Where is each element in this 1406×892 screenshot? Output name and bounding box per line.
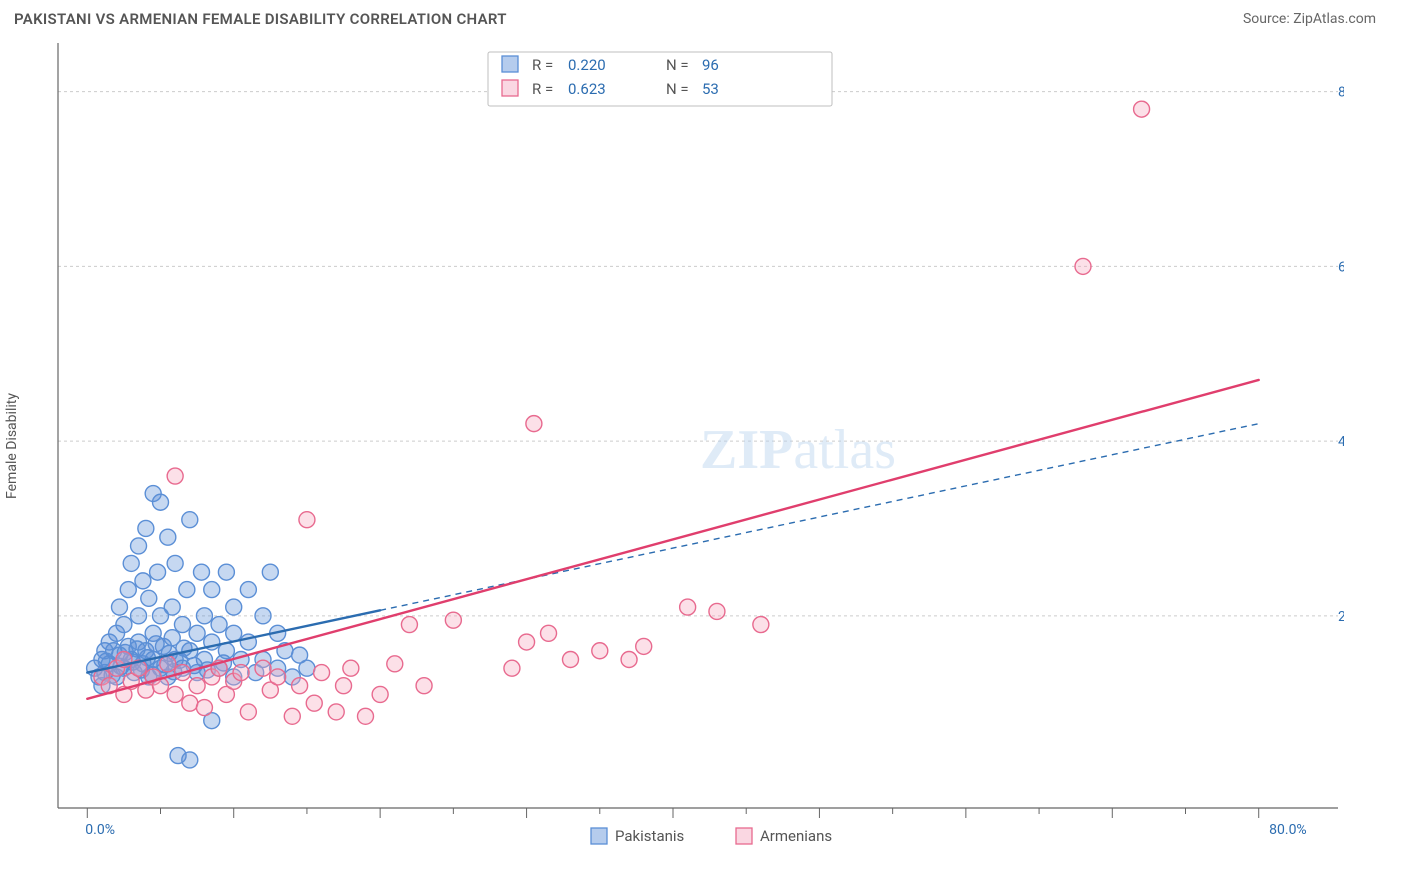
scatter-point-pakistanis [150,564,166,580]
scatter-point-pakistanis [211,617,227,633]
y-axis-label: Female Disability [4,393,20,499]
source-label: Source: ZipAtlas.com [1243,11,1376,27]
legend-n-value: 53 [702,80,719,98]
bottom-legend-label-armenians: Armenians [760,827,832,845]
scatter-point-armenians [167,686,183,702]
scatter-point-armenians [1134,101,1150,117]
scatter-point-armenians [709,603,725,619]
scatter-point-pakistanis [135,573,151,589]
scatter-point-armenians [182,695,198,711]
scatter-point-armenians [416,678,432,694]
legend-r-value: 0.220 [568,56,606,74]
scatter-chart: ZIPatlas0.0%80.0%20.0%40.0%60.0%80.0%R =… [48,38,1344,828]
scatter-point-armenians [314,665,330,681]
scatter-point-pakistanis [179,582,195,598]
y-tick-label: 60.0% [1338,259,1344,275]
scatter-point-armenians [636,638,652,654]
legend-n-value: 96 [702,56,719,74]
trend-line-armenians [87,380,1258,699]
bottom-legend-label-pakistanis: Pakistanis [615,827,684,845]
y-tick-label: 80.0% [1338,85,1344,101]
scatter-point-pakistanis [120,582,136,598]
scatter-point-armenians [292,678,308,694]
y-tick-label: 20.0% [1338,609,1344,625]
scatter-point-armenians [336,678,352,694]
scatter-point-pakistanis [226,599,242,615]
scatter-point-armenians [358,708,374,724]
scatter-point-pakistanis [182,512,198,528]
scatter-point-pakistanis [160,529,176,545]
scatter-point-pakistanis [141,590,157,606]
scatter-point-armenians [240,704,256,720]
scatter-point-pakistanis [182,752,198,768]
scatter-point-pakistanis [226,625,242,641]
scatter-point-pakistanis [174,617,190,633]
scatter-point-armenians [753,617,769,633]
scatter-point-armenians [284,708,300,724]
chart-svg: ZIPatlas 0.0% 80.0% 20.0% 40.0% 60.0% 80.0% R =… [48,38,1344,868]
scatter-point-pakistanis [112,599,128,615]
scatter-point-pakistanis [189,625,205,641]
legend-r-label: R = [532,80,553,98]
scatter-point-armenians [1075,258,1091,274]
scatter-point-pakistanis [262,564,278,580]
scatter-point-armenians [167,468,183,484]
scatter-point-armenians [592,643,608,659]
scatter-point-pakistanis [131,538,147,554]
scatter-point-pakistanis [138,520,154,536]
scatter-point-armenians [519,634,535,650]
scatter-point-armenians [189,678,205,694]
scatter-point-armenians [328,704,344,720]
scatter-point-armenians [541,625,557,641]
legend-swatch-armenians [502,80,518,96]
scatter-point-armenians [160,656,176,672]
scatter-point-armenians [270,669,286,685]
legend-n-label: N = [666,56,689,74]
scatter-point-armenians [306,695,322,711]
bottom-legend-swatch-pakistanis [591,828,607,844]
scatter-point-armenians [401,617,417,633]
scatter-point-pakistanis [167,555,183,571]
legend-swatch-pakistanis [502,56,518,72]
bottom-legend-swatch-armenians [736,828,752,844]
scatter-point-armenians [343,660,359,676]
y-tick-label: 40.0% [1338,434,1344,450]
scatter-point-armenians [299,512,315,528]
scatter-point-pakistanis [204,582,220,598]
scatter-point-pakistanis [131,608,147,624]
scatter-point-pakistanis [194,564,210,580]
scatter-point-pakistanis [164,599,180,615]
scatter-point-pakistanis [153,494,169,510]
scatter-point-pakistanis [116,617,132,633]
scatter-point-pakistanis [255,608,271,624]
scatter-point-pakistanis [123,555,139,571]
scatter-point-armenians [233,665,249,681]
scatter-point-armenians [196,700,212,716]
scatter-point-armenians [387,656,403,672]
scatter-point-armenians [526,416,542,432]
chart-title: PAKISTANI VS ARMENIAN FEMALE DISABILITY … [14,10,507,28]
scatter-point-armenians [445,612,461,628]
watermark: ZIPatlas [700,419,896,481]
legend-n-label: N = [666,80,689,98]
scatter-point-armenians [680,599,696,615]
scatter-point-armenians [372,686,388,702]
scatter-point-armenians [563,651,579,667]
x-tick-label: 80.0% [1269,822,1307,838]
scatter-point-pakistanis [218,564,234,580]
scatter-point-armenians [504,660,520,676]
scatter-point-pakistanis [196,608,212,624]
x-tick-label: 0.0% [85,822,115,838]
scatter-point-armenians [621,651,637,667]
scatter-point-pakistanis [240,582,256,598]
chart-header: PAKISTANI VS ARMENIAN FEMALE DISABILITY … [0,0,1406,34]
source-prefix: Source: [1243,11,1290,27]
legend-r-value: 0.623 [568,80,606,98]
scatter-point-pakistanis [299,660,315,676]
source-value: ZipAtlas.com [1293,11,1376,27]
scatter-point-armenians [255,660,271,676]
legend-r-label: R = [532,56,553,74]
